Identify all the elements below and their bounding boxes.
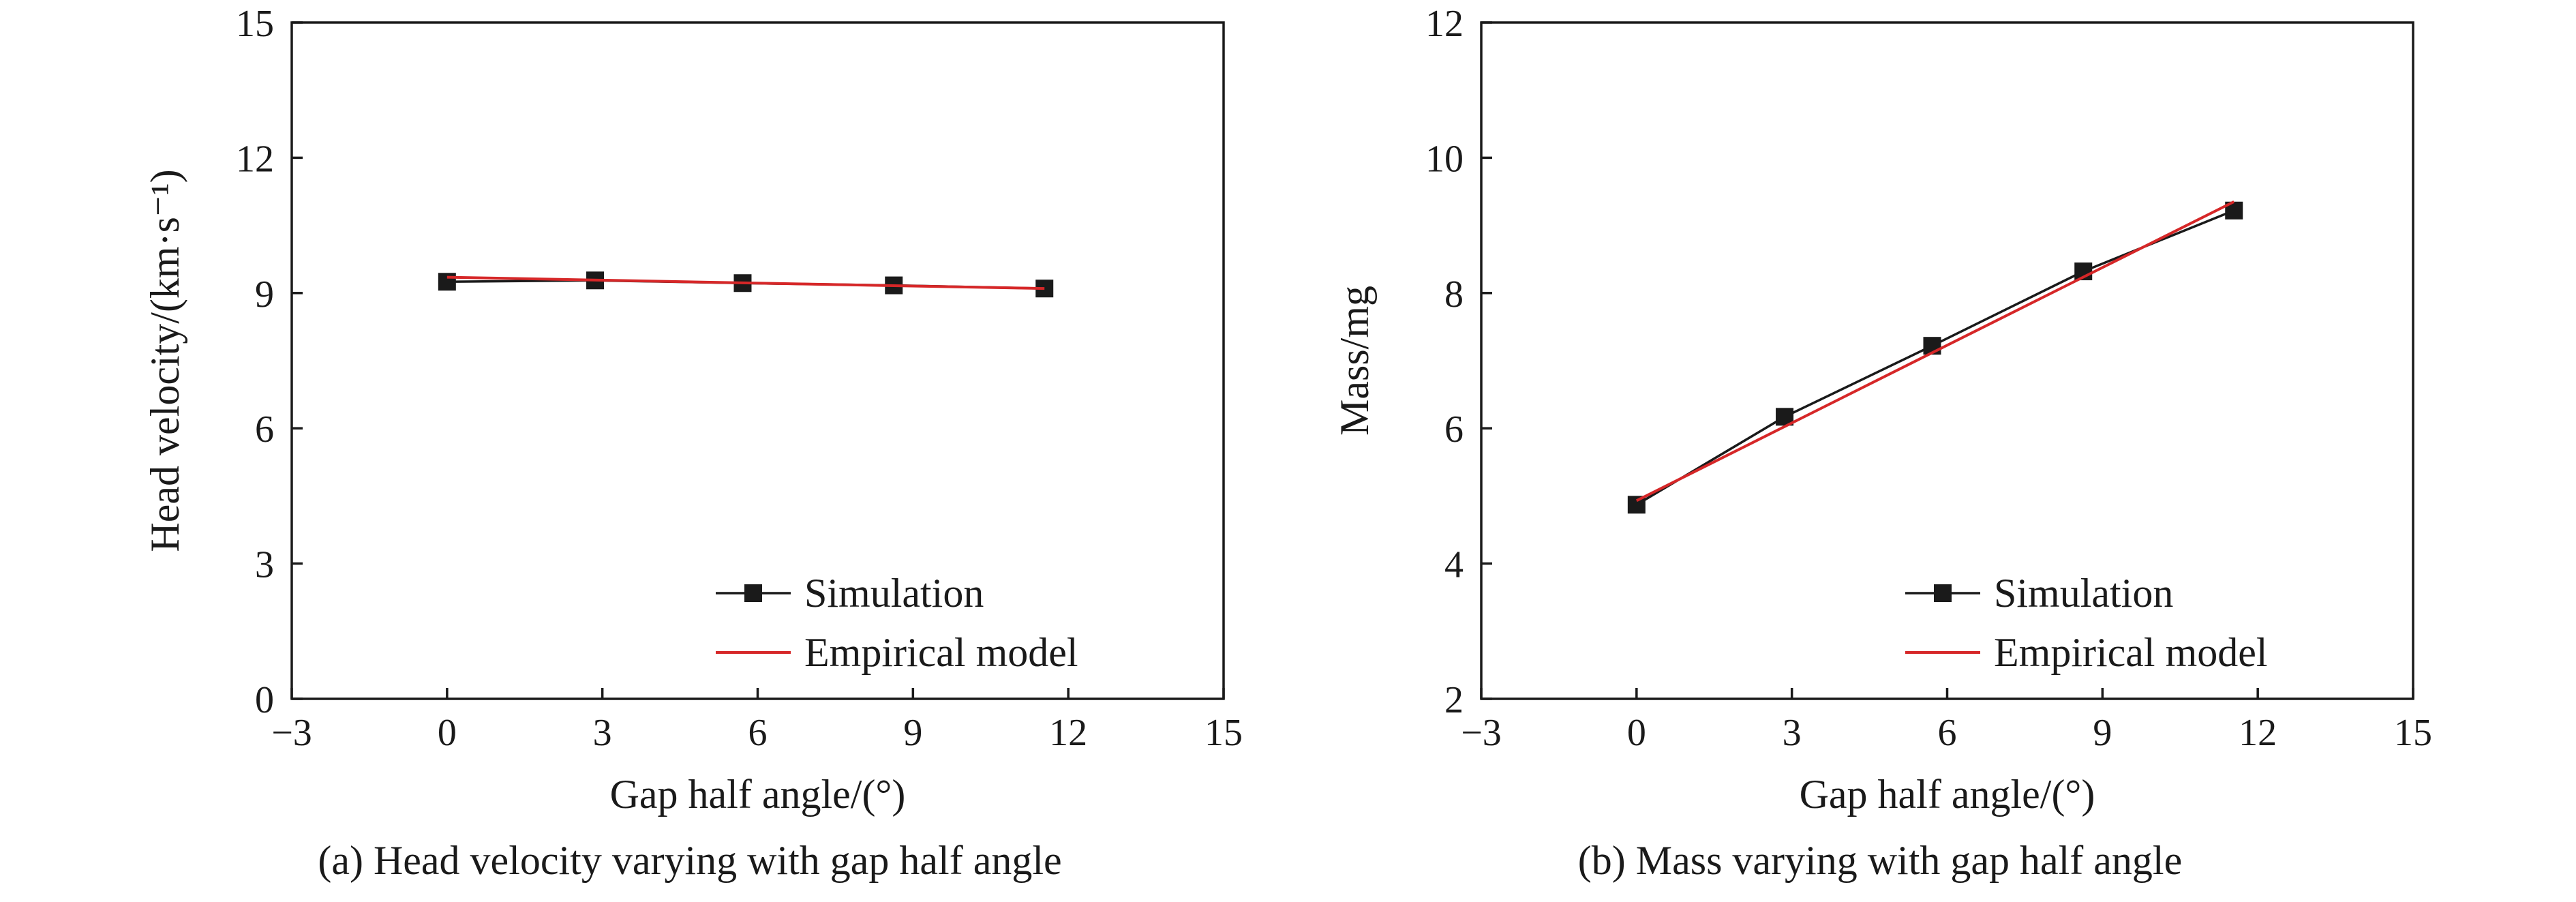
legend-simulation-marker (744, 584, 762, 602)
empirical-model-line (1635, 200, 2235, 502)
empirical-model-line (446, 275, 1045, 290)
x-tick-label: 3 (593, 712, 612, 754)
x-tick-label: 9 (2093, 712, 2112, 754)
x-tick-label: 6 (1938, 712, 1957, 754)
y-tick-label: 4 (1444, 544, 1464, 586)
legend-label: Empirical model (1994, 630, 2268, 675)
y-tick-label: 10 (1425, 138, 1464, 180)
x-tick-label: −3 (271, 712, 312, 754)
y-tick-label: 3 (255, 544, 274, 586)
y-tick-label: 15 (236, 3, 274, 45)
x-tick-label: 9 (903, 712, 922, 754)
y-tick-label: 0 (255, 679, 274, 721)
simulation-point (438, 273, 456, 291)
y-tick-label: 6 (1444, 408, 1464, 451)
x-tick-label: 12 (1049, 712, 1087, 754)
figure-caption: (a) Head velocity varying with gap half … (318, 838, 1061, 883)
legend-label: Simulation (804, 571, 984, 616)
y-tick-label: 9 (255, 273, 274, 316)
simulation-series-line (1635, 209, 2234, 506)
y-tick-label: 12 (1425, 3, 1464, 45)
y-axis-label: Mass/mg (1332, 286, 1377, 436)
x-tick-label: 3 (1783, 712, 1802, 754)
x-tick-label: 0 (438, 712, 457, 754)
legend-label: Simulation (1994, 571, 2173, 616)
y-tick-label: 8 (1444, 273, 1464, 316)
x-axis-label: Gap half angle/(°) (1800, 772, 2095, 817)
y-axis-label: Head velocity/(km·s⁻¹) (142, 169, 187, 552)
x-tick-label: 0 (1627, 712, 1646, 754)
y-tick-label: 12 (236, 138, 274, 180)
legend-label: Empirical model (804, 630, 1078, 675)
x-tick-label: 6 (748, 712, 768, 754)
y-tick-label: 2 (1444, 679, 1464, 721)
legend-simulation-marker (1934, 584, 1952, 602)
y-tick-label: 6 (255, 408, 274, 451)
x-tick-label: 15 (2394, 712, 2432, 754)
x-tick-label: 12 (2239, 712, 2277, 754)
x-tick-label: −3 (1461, 712, 1502, 754)
figure-caption: (b) Mass varying with gap half angle (1578, 838, 2182, 883)
x-tick-label: 15 (1204, 712, 1243, 754)
x-axis-label: Gap half angle/(°) (610, 772, 906, 817)
chart-mass: −3 0 3 6 9 12 15 2 4 6 8 10 12 Gap half angle/(°) Mass… (1332, 3, 2432, 883)
